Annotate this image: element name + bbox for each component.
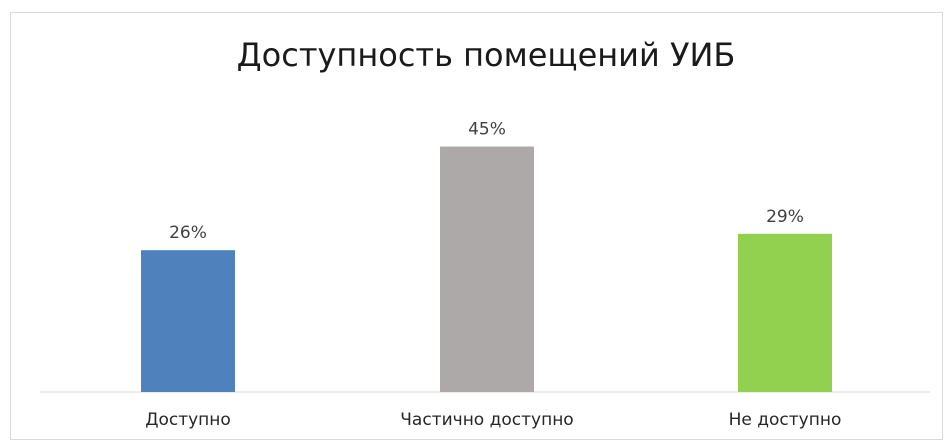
- bars-group: 26% Доступно 45% Частично доступно 29% Не дос…: [141, 120, 841, 430]
- category-label-3: Не доступно: [729, 410, 842, 430]
- data-label-1: 26%: [169, 223, 207, 243]
- bar-2: [440, 146, 534, 392]
- data-label-3: 29%: [766, 207, 804, 227]
- category-label-2: Частично доступно: [400, 410, 573, 430]
- data-label-2: 45%: [468, 120, 506, 140]
- category-label-1: Доступно: [145, 410, 231, 430]
- bar-3: [738, 233, 832, 392]
- chart-title: Доступность помещений УИБ: [237, 36, 736, 74]
- bar-1: [141, 250, 235, 392]
